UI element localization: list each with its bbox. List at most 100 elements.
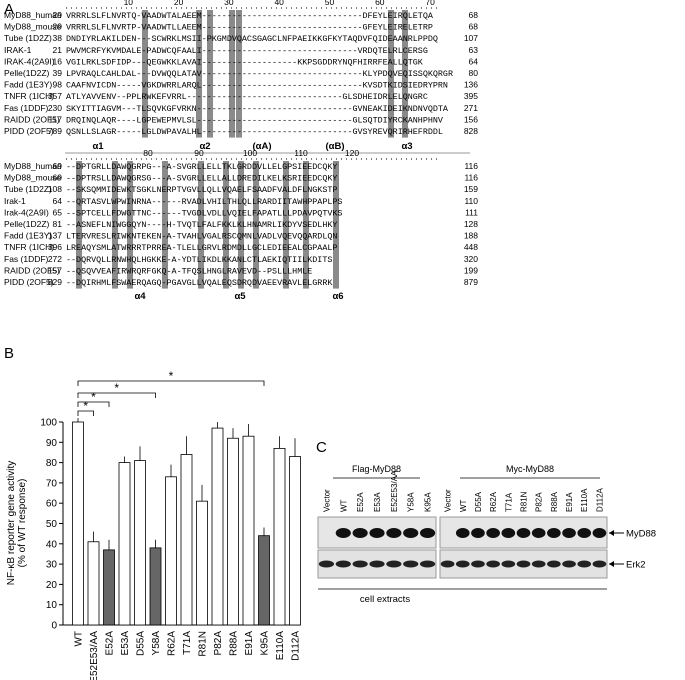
ruler-number: 50 (325, 0, 335, 7)
sequence-end: 188 (464, 231, 478, 241)
sequence-start: 64 (53, 196, 63, 206)
sequence-end: 107 (464, 33, 478, 43)
ruler-number: 70 (425, 0, 435, 7)
sequence: ATLYAVVENV--PPLRWKEFVRRL----------------… (66, 92, 428, 102)
sequence-start: 789 (48, 126, 62, 136)
conserved-column (127, 161, 134, 289)
sequence-name: MyD88_mouse (4, 22, 61, 32)
y-tick-label: 20 (46, 580, 58, 591)
lane-label: R62A (489, 491, 498, 512)
sequence-start: 272 (48, 254, 62, 264)
band (577, 528, 592, 538)
ruler-number: 80 (143, 148, 153, 158)
helix-label: α3 (401, 141, 412, 152)
sequence-end: 68 (469, 10, 479, 20)
sequence-start: 69 (53, 161, 63, 171)
sequence-name: Tube (1D2Z) (4, 184, 52, 194)
bar (273, 447, 286, 626)
band (547, 528, 561, 538)
x-tick-label: R81N (198, 631, 209, 657)
sequence-start: 39 (53, 68, 63, 78)
sequence-start: 137 (48, 231, 62, 241)
conserved-column (402, 10, 409, 138)
sequence-name: Irak-1 (4, 196, 26, 206)
sequence-end: 68 (469, 22, 479, 32)
lane-label: T71A (504, 492, 513, 512)
ruler-number: 10 (124, 0, 134, 7)
helix-label: α5 (234, 291, 246, 302)
sequence-name: Fas (1DDF) (4, 103, 49, 113)
arrow-head (609, 530, 614, 536)
significance-bracket (77, 401, 110, 407)
x-tick-label: R62A (167, 631, 178, 656)
sequence-end: 110 (464, 196, 478, 206)
band (369, 528, 385, 538)
bar (134, 460, 146, 626)
y-tick-label: 40 (46, 539, 58, 550)
sequence-start: 65 (53, 207, 63, 217)
y-tick-label: 80 (46, 458, 58, 469)
sequence: --DQRVQLLRNWHQLHGKKE-A-YDTLIKDLKKANLCTLA… (66, 255, 332, 265)
x-tick-label: T71A (182, 631, 193, 655)
sequence-end: 63 (469, 45, 479, 55)
band (592, 560, 607, 568)
sequence-name: Pelle(1D2Z) (4, 219, 50, 229)
sequence: LTERVRESLRIWKNTEKEN-A-TVAHLVGALRSCQMNLVA… (66, 232, 337, 242)
sequence-name: IRAK-4(2A9I) (4, 56, 55, 66)
band (455, 528, 470, 538)
conserved-column (333, 161, 340, 289)
sequence-start: 117 (48, 114, 62, 124)
y-tick-label: 100 (40, 418, 57, 429)
x-tick-label: D55A (136, 631, 147, 656)
sequence: DNDIYRLAKILDEN---SCWRKLMSII-PKGMDVQACSGA… (66, 34, 438, 44)
group-label: Flag-MyD88 (352, 464, 401, 474)
band-label: Erk2 (626, 560, 646, 571)
lane-label: E52A (356, 492, 365, 512)
sequence-end: 111 (465, 207, 478, 217)
sequence-start: 230 (48, 103, 62, 113)
band (592, 528, 607, 538)
x-tick-label: E91A (244, 631, 255, 656)
ruler-number: 60 (375, 0, 385, 7)
sequence-start: 69 (53, 173, 63, 183)
ruler-number: 120 (345, 148, 359, 158)
bar (196, 500, 208, 626)
sequence-end: 128 (464, 219, 478, 229)
sequence-end: 828 (464, 126, 478, 136)
lane-label: D55A (474, 491, 483, 512)
significance-star: * (169, 369, 174, 383)
x-tick-label: WT (74, 631, 85, 647)
conserved-column (76, 161, 83, 289)
sequence-end: 136 (464, 80, 478, 90)
sequence-name: IRAK-1 (4, 45, 32, 55)
band (440, 560, 455, 568)
conserved-column (229, 10, 236, 138)
sequence-start: 396 (48, 242, 62, 252)
sequence-name: Fadd (1E3Y) (4, 80, 52, 90)
sequence-name: RAIDD (2OF5) (4, 265, 60, 275)
lane-label: P82A (535, 492, 544, 512)
x-tick-label: E110A (275, 631, 286, 661)
bar (72, 421, 84, 626)
bar (242, 435, 255, 626)
sequence: LREAQYSMLATWRRRTPRREA-TLELLGRVLRDMDLLGCL… (66, 243, 337, 253)
y-tick-label: 30 (46, 560, 58, 571)
sequence: --ASNEFLNIWGGQYN----H-TVQTLFALFKKLKLHNAM… (66, 220, 337, 230)
y-tick-label: 50 (46, 519, 58, 530)
sequence: QSNLLSLAGR-----LGLDWPAVALHL-------------… (66, 127, 443, 137)
lane-label: E110A (580, 488, 589, 512)
sequence-name: TNFR (1ICH) (4, 91, 54, 101)
panel-label: C (316, 439, 327, 456)
band (403, 528, 419, 538)
helix-label: α6 (332, 291, 343, 302)
arrow-head (609, 561, 614, 567)
x-tick-label: D112A (291, 631, 302, 661)
sequence-end: 116 (464, 161, 478, 171)
band (531, 560, 546, 568)
footer-label: cell extracts (360, 594, 410, 605)
band (352, 560, 368, 568)
sequence-end: 156 (464, 114, 478, 124)
lane-label: E52E53/AA (390, 470, 399, 512)
band (486, 528, 500, 538)
